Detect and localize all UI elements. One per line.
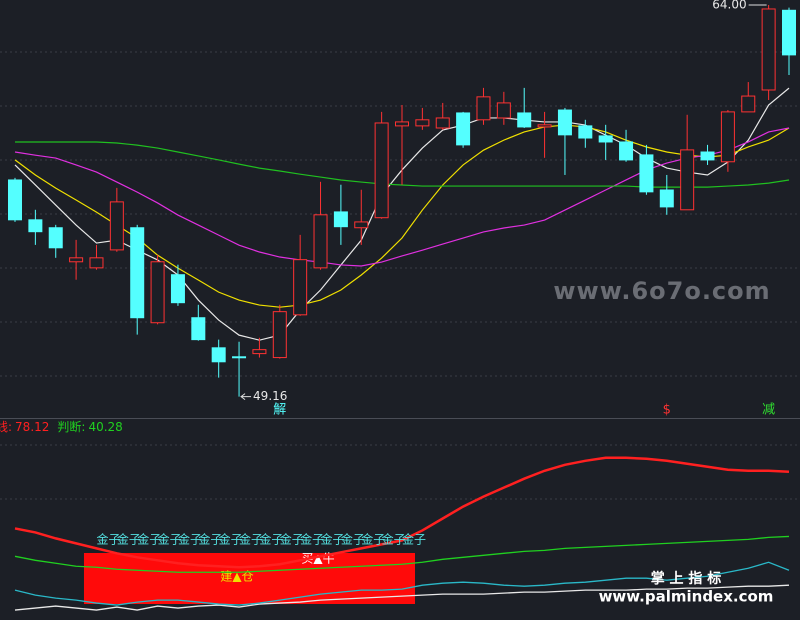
high-label: 64.00 (712, 0, 746, 12)
indicator-label: 线: (0, 420, 12, 434)
watermark-url: www.palmindex.com (599, 588, 774, 606)
candle-body (8, 179, 22, 221)
signal-text: 金子 (198, 532, 222, 547)
signal-text: 金子 (178, 532, 202, 547)
candle-body (272, 311, 287, 359)
candle-body (619, 141, 634, 161)
candle-body (48, 227, 63, 249)
candle-body (639, 154, 654, 193)
signal-marker: $ (663, 403, 671, 418)
indicator-value: 78.12 (15, 420, 49, 434)
candle-body (28, 219, 43, 233)
candle-body (109, 201, 124, 251)
moving-average-line (14, 127, 790, 267)
signal-text: 金子 (239, 532, 263, 547)
candle-body (537, 124, 552, 128)
candle-body (211, 347, 226, 363)
zone-label: 建▲仓 (220, 570, 253, 584)
moving-average-line (15, 141, 790, 188)
candle-body (354, 221, 369, 229)
candle-body (761, 8, 776, 91)
candle-body (598, 135, 613, 143)
candle-body (456, 112, 471, 146)
indicator-value: 40.28 (88, 420, 122, 434)
signal-text: 金子 (300, 532, 324, 547)
candle-body (782, 9, 796, 56)
low-pointer (240, 393, 252, 401)
watermark-brand: 掌 上 指 标 (651, 570, 722, 587)
signal-text: 金子 (259, 532, 283, 547)
signal-text: 金子 (361, 532, 385, 547)
candle-body (435, 117, 450, 129)
signal-text: 金子 (219, 532, 243, 547)
candle-body (313, 214, 328, 269)
candle-body (374, 122, 389, 219)
indicator-line (14, 456, 790, 569)
signal-marker: 减 (762, 403, 775, 418)
signal-text: 金子 (402, 532, 426, 547)
candle-body (333, 211, 348, 228)
candle-body (170, 274, 185, 304)
indicator-line (14, 584, 790, 611)
low-label: 49.16 (253, 389, 287, 403)
candle-body (741, 95, 756, 113)
indicator-line (14, 561, 790, 606)
candle-body (150, 261, 165, 324)
signal-text: 金子 (158, 532, 182, 547)
candle-body (578, 125, 593, 139)
candle-body (232, 356, 247, 359)
candle-body (517, 112, 532, 128)
candle-body (415, 119, 430, 127)
signal-text: 金子 (321, 532, 345, 547)
candle-body (720, 111, 735, 163)
indicator-label: 判断: (57, 419, 85, 434)
candle-body (252, 349, 267, 355)
candle-body (476, 96, 491, 121)
candle-body (89, 257, 104, 269)
signal-zone (83, 553, 415, 604)
candle-body (659, 189, 674, 208)
signal-text: 金子 (382, 532, 406, 547)
signal-text: 金子 (117, 532, 141, 547)
candle-body (130, 227, 145, 319)
candle-body (191, 317, 206, 341)
watermark: www.6o7o.com (553, 277, 770, 305)
candle-body (69, 257, 84, 263)
signal-text: 金子 (280, 532, 304, 547)
indicator-readout: 线: 78.12 判断: 40.28 (0, 419, 123, 434)
candle-body (395, 121, 409, 127)
signal-text: 金子 (137, 532, 161, 547)
indicator-line (14, 535, 790, 573)
signal-text: 金子 (341, 532, 365, 547)
signal-text: 金子 (96, 532, 120, 547)
candle-body (680, 149, 695, 211)
candle-body (700, 151, 715, 161)
signal-marker: 解 (273, 403, 286, 418)
candle-body (496, 102, 511, 119)
candle-body (293, 259, 308, 316)
candle-body (557, 109, 572, 136)
